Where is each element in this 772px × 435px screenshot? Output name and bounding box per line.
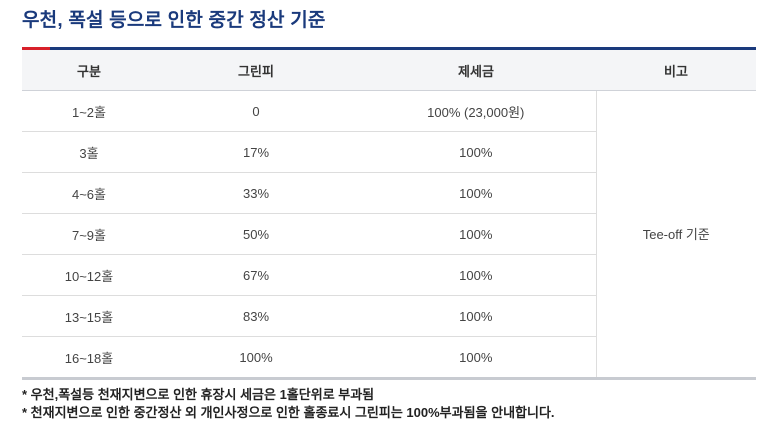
footnote-personal-reasons: * 천재지변으로 인한 중간정산 외 개인사정으로 인한 홀종료시 그린피는 1…: [22, 405, 555, 420]
tax-cell: 100%: [356, 131, 596, 173]
holes-cell: 7~9홀: [22, 213, 156, 255]
green-fee-cell: 33%: [156, 172, 356, 214]
green-fee-cell: 0: [156, 90, 356, 132]
table-bottom-border: [22, 377, 756, 380]
table-row: 3홀 17% 100%: [22, 131, 756, 173]
tax-cell: 100%: [356, 213, 596, 255]
tax-cell: 100%: [459, 349, 493, 365]
tax-cell: 100%: [356, 295, 596, 337]
title-accent-bar: [22, 47, 50, 50]
page-title: 우천, 폭설 등으로 인한 중간 정산 기준: [22, 10, 326, 31]
footnote-weather-tax: * 우천,폭설등 천재지변으로 인한 휴장시 세금은 1홀단위로 부과됨: [22, 387, 375, 402]
holes-cell: 3홀: [22, 131, 156, 173]
green-fee-cell: 17%: [156, 131, 356, 173]
table-row: 4~6홀 33% 100%: [22, 172, 756, 214]
table-header-row: 구분 그린피 제세금 비고: [22, 50, 756, 91]
green-fee-cell: 100%: [239, 349, 273, 365]
green-fee-cell: 67%: [156, 254, 356, 296]
holes-cell: 13~15홀: [22, 295, 156, 337]
footnotes: * 우천,폭설등 천재지변으로 인한 휴장시 세금은 1홀단위로 부과됨 * 천…: [22, 386, 555, 422]
settlement-table: 구분 그린피 제세금 비고 1~2홀 0 100% (23,000원) Tee-…: [22, 50, 756, 378]
green-fee-cell: 50%: [156, 213, 356, 255]
table-row: 10~12홀 67% 100%: [22, 254, 756, 296]
header-green-fee: 그린피: [156, 50, 356, 91]
holes-cell: 10~12홀: [22, 254, 156, 296]
table-row: 1~2홀 0 100% (23,000원) Tee-off 기준: [22, 90, 756, 378]
table-row: 7~9홀 50% 100%: [22, 213, 756, 255]
header-remarks: 비고: [596, 50, 756, 91]
header-category: 구분: [22, 50, 156, 91]
tax-cell: 100%: [356, 172, 596, 214]
green-fee-cell: 83%: [156, 295, 356, 337]
header-tax: 제세금: [356, 50, 596, 91]
holes-cell: 16~18홀: [64, 350, 114, 366]
holes-cell: 4~6홀: [22, 172, 156, 214]
table-row: 16~18홀 100% 100%: [22, 337, 756, 378]
holes-cell: 1~2홀: [22, 90, 156, 132]
table-row: 13~15홀 83% 100%: [22, 295, 756, 337]
title-underline: [22, 47, 756, 50]
remarks-cell: Tee-off 기준: [595, 90, 756, 378]
tax-cell: 100% (23,000원): [356, 90, 596, 132]
tax-cell: 100%: [356, 254, 596, 296]
